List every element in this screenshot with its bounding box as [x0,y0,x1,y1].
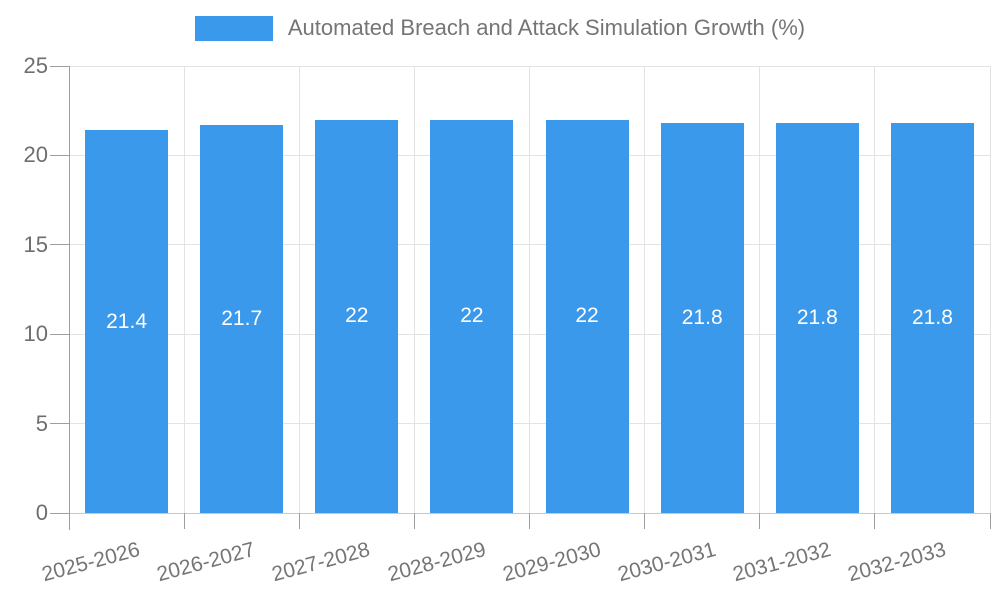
gridline-vertical [298,66,300,513]
bar[interactable] [430,119,514,513]
bar-value-label: 22 [460,304,484,328]
gridline-vertical [989,66,991,513]
x-axis-tick [644,513,646,529]
gridline-vertical [759,66,761,513]
x-axis-tick [68,513,70,529]
bar-value-label: 21.8 [796,306,838,330]
gridline-vertical [874,66,876,513]
x-axis-tick [529,513,530,529]
x-axis-tick [759,513,761,529]
x-axis-category-label: 2028-2029 [384,538,488,587]
bar[interactable] [200,125,284,513]
y-axis-tick [50,244,69,246]
x-axis-tick [183,513,185,529]
y-axis-tick-label: 20 [23,142,48,168]
bar[interactable] [85,130,169,513]
bar-value-label: 21.4 [106,309,147,333]
bar-value-label: 22 [575,304,599,328]
gridline-vertical [644,66,646,513]
x-axis-category-label: 2025-2026 [39,538,143,587]
x-axis-category-label: 2031-2032 [730,538,834,587]
x-axis-category-label: 2030-2031 [615,538,719,587]
bar-value-label: 21.8 [912,306,953,330]
legend-label: Automated Breach and Attack Simulation G… [287,15,806,40]
bar-value-label: 22 [345,304,369,328]
x-axis-category-label: 2027-2028 [269,538,373,587]
y-axis-line [68,66,70,530]
y-axis-tick-label: 15 [23,231,48,257]
x-axis-tick [413,513,415,529]
gridline-vertical [183,66,185,513]
y-axis-tick [50,65,69,67]
y-axis-tick-label: 0 [35,500,48,525]
bar[interactable] [315,119,399,513]
legend-swatch [194,15,273,41]
y-axis-tick [50,423,69,425]
bar[interactable] [660,123,744,513]
y-axis-tick-label: 5 [35,410,48,436]
y-axis-tick [50,154,69,156]
y-axis-tick-label: 10 [23,321,48,347]
x-axis-category-label: 2026-2027 [154,538,258,587]
y-axis-tick-label: 25 [23,53,48,78]
bar[interactable] [890,123,974,513]
bar-value-label: 21.7 [221,307,263,330]
x-axis-category-label: 2032-2033 [845,538,949,587]
y-axis-tick [50,512,69,514]
x-axis-category-label: 2029-2030 [500,538,604,587]
bar[interactable] [545,119,629,513]
gridline-vertical [529,66,530,513]
gridline-vertical [413,66,415,513]
y-axis-tick [50,333,69,335]
x-axis-tick [989,513,991,529]
x-axis-tick [298,513,300,529]
x-axis-tick [874,513,876,529]
legend: Automated Breach and Attack Simulation G… [0,13,1000,43]
bar-value-label: 21.8 [681,306,723,330]
bar[interactable] [775,123,859,513]
